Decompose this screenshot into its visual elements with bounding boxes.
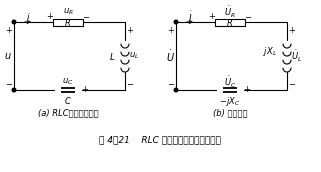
Text: $+$: $+$: [126, 25, 134, 35]
Circle shape: [12, 20, 16, 24]
Text: $\dot{U}_C$: $\dot{U}_C$: [224, 74, 236, 90]
Text: $-$: $-$: [82, 12, 90, 20]
Text: $-$: $-$: [167, 78, 175, 88]
Text: $R$: $R$: [65, 18, 72, 29]
Text: $-$: $-$: [209, 84, 217, 94]
Text: $jX_L$: $jX_L$: [263, 45, 277, 57]
Text: $+$: $+$: [167, 25, 175, 35]
Text: $-$: $-$: [47, 84, 55, 94]
Text: $u_L$: $u_L$: [129, 51, 139, 61]
Text: $-$: $-$: [5, 78, 13, 88]
Text: $u$: $u$: [4, 51, 12, 61]
Text: $+$: $+$: [81, 84, 89, 94]
Text: $-jX_C$: $-jX_C$: [220, 95, 240, 109]
Text: (b) 相量模型: (b) 相量模型: [213, 109, 247, 117]
Text: $\dot{U}$: $\dot{U}$: [166, 49, 175, 64]
Circle shape: [12, 88, 16, 92]
Text: $R$: $R$: [227, 18, 233, 29]
Text: $+$: $+$: [208, 11, 216, 21]
Text: $\dot{U}_L$: $\dot{U}_L$: [291, 48, 302, 64]
Text: $-$: $-$: [244, 12, 252, 20]
Text: $-$: $-$: [126, 78, 134, 88]
Text: $-$: $-$: [288, 78, 296, 88]
Bar: [53, 19, 83, 25]
Bar: [215, 19, 245, 25]
Circle shape: [174, 88, 178, 92]
Circle shape: [174, 20, 178, 24]
Text: $+$: $+$: [5, 25, 13, 35]
Text: $u_R$: $u_R$: [63, 7, 74, 17]
Text: $C$: $C$: [64, 95, 72, 106]
Text: (a) RLC串联交流电路: (a) RLC串联交流电路: [38, 109, 98, 117]
Text: $\dot{I}$: $\dot{I}$: [188, 10, 192, 24]
Text: $i$: $i$: [26, 12, 30, 23]
Text: $+$: $+$: [46, 11, 54, 21]
Text: $+$: $+$: [288, 25, 296, 35]
Text: $\dot{U}_R$: $\dot{U}_R$: [224, 4, 236, 20]
Text: 图 4－21    RLC 串联交流电路及相量模型: 图 4－21 RLC 串联交流电路及相量模型: [99, 136, 221, 144]
Text: $u_C$: $u_C$: [62, 77, 74, 87]
Text: $+$: $+$: [243, 84, 251, 94]
Text: $L$: $L$: [108, 51, 115, 62]
